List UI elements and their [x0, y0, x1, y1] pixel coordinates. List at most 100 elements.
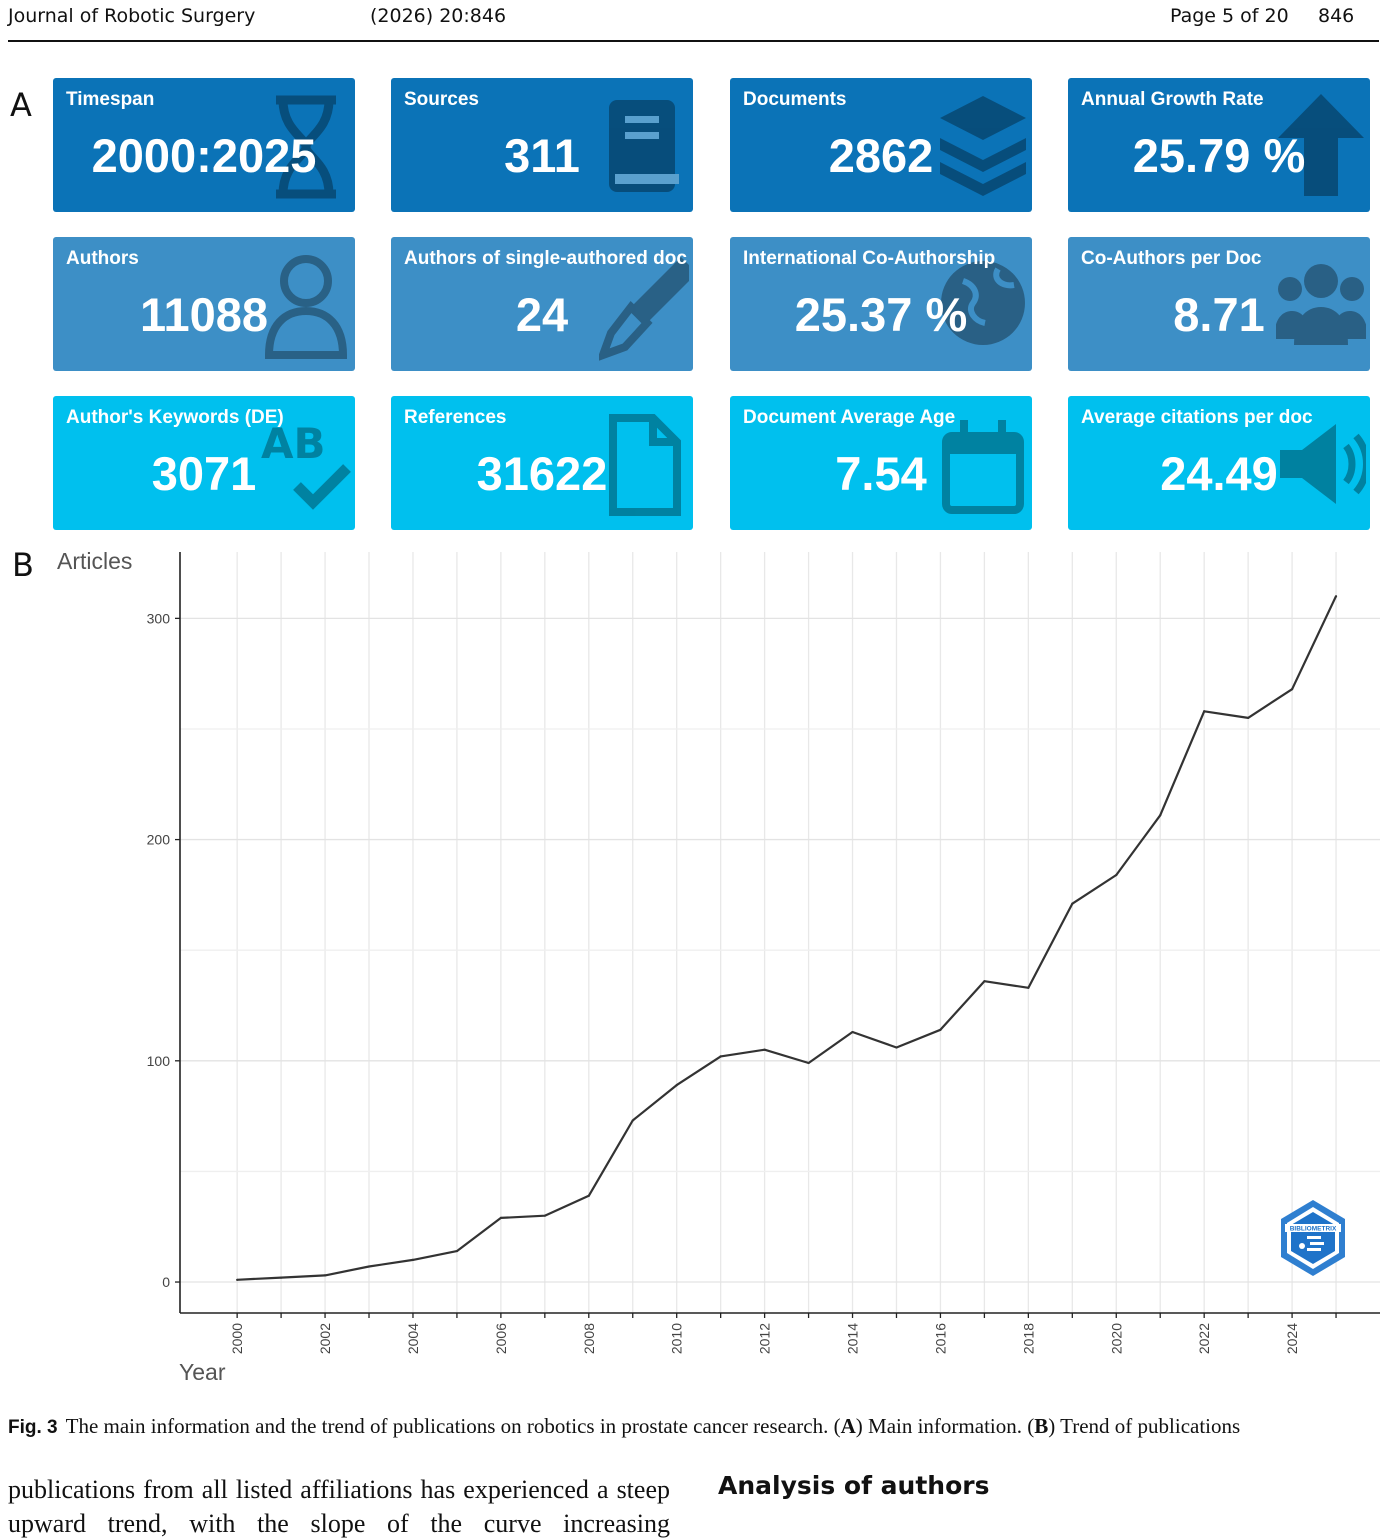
info-card: Document Average Age 7.54	[730, 396, 1032, 530]
info-card: AB Author's Keywords (DE) 3071	[53, 396, 355, 530]
x-tick-label: 2024	[1284, 1323, 1300, 1354]
caption-text-3: ) Trend of publications	[1048, 1414, 1241, 1438]
data-point	[1115, 873, 1118, 877]
card-label: Sources	[404, 89, 479, 110]
data-point	[631, 1119, 634, 1122]
file-icon	[599, 410, 689, 520]
info-card: Timespan 2000:2025	[53, 78, 355, 212]
caption-text-2: ) Main information. (	[855, 1414, 1035, 1438]
data-point	[939, 1028, 942, 1031]
figure-label: Fig. 3	[8, 1417, 58, 1438]
data-point	[1071, 902, 1074, 905]
pen-nib-icon	[596, 251, 693, 362]
card-value: 2000:2025	[91, 129, 317, 182]
data-point	[763, 1048, 766, 1051]
x-tick-label: 2010	[669, 1323, 685, 1354]
users-icon	[1274, 251, 1368, 361]
info-card: International Co-Authorship 25.37 %	[730, 237, 1032, 371]
card-label: Average citations per doc	[1081, 407, 1313, 428]
y-tick-label: 300	[147, 610, 171, 626]
y-axis-title: Articles	[57, 548, 132, 574]
x-tick-label: 2006	[493, 1323, 509, 1354]
info-card: Documents 2862	[730, 78, 1032, 212]
data-point	[851, 1030, 854, 1034]
card-label: Co-Authors per Doc	[1081, 248, 1262, 269]
card-value: 11088	[139, 288, 269, 341]
card-value: 2862	[828, 129, 934, 182]
card-label: Authors of single-authored doc	[404, 248, 687, 269]
caption-ref-b: B	[1034, 1414, 1049, 1438]
data-point	[587, 1194, 590, 1197]
caption-text-1: The main information and the trend of pu…	[65, 1414, 841, 1438]
x-tick-label: 2016	[932, 1323, 948, 1354]
data-point	[411, 1258, 415, 1262]
card-value: 24.49	[1160, 447, 1278, 500]
publication-trend-chart: 0 100 200 300 2000 2002 2004 2006 2008 2010 2012 20…	[0, 540, 1387, 1400]
info-card: References 31622	[391, 396, 693, 530]
layers-icon	[938, 92, 1028, 202]
data-point	[1334, 595, 1338, 598]
card-value: 31622	[476, 447, 608, 500]
data-point	[1203, 710, 1206, 713]
data-point	[455, 1249, 459, 1253]
card-label: Documents	[743, 89, 847, 110]
card-label: Authors	[66, 248, 139, 269]
article-number: 846	[1318, 5, 1355, 27]
body-paragraph: publications from all listed affiliation…	[8, 1475, 670, 1538]
citation: (2026) 20:846	[370, 5, 507, 27]
card-value: 24	[515, 288, 569, 341]
info-card: Sources 311	[391, 78, 693, 212]
card-label: References	[404, 407, 507, 428]
data-point	[895, 1046, 898, 1049]
series-line	[237, 595, 1337, 1281]
chart-svg: 0 100 200 300 2000 2002 2004 2006 2008 2010 2012 20…	[57, 548, 1380, 1385]
card-value: 25.79 %	[1132, 129, 1306, 182]
data-point	[323, 1274, 327, 1277]
y-tick-label: 200	[147, 832, 171, 848]
x-tick-label: 2012	[757, 1323, 773, 1354]
x-tick-label: 2002	[317, 1323, 333, 1354]
info-card: Annual Growth Rate 25.79 %	[1068, 78, 1370, 212]
data-point	[807, 1061, 810, 1065]
logo-text: BIBLIOMETRIX	[1290, 1226, 1337, 1233]
info-card: Authors 11088	[53, 237, 355, 371]
y-tick-label: 0	[162, 1274, 170, 1290]
x-tick-label: 2020	[1108, 1323, 1124, 1354]
globe-icon	[938, 251, 1028, 361]
spell-check-icon: AB	[261, 410, 351, 520]
figure-caption: Fig. 3 The main information and the trend…	[8, 1414, 1383, 1439]
hourglass-icon	[261, 92, 351, 202]
x-tick-label: 2022	[1196, 1323, 1212, 1354]
chart-grid	[180, 552, 1380, 1313]
info-card: Average citations per doc 24.49	[1068, 396, 1370, 530]
chart-data-layer	[236, 595, 1338, 1281]
data-point	[1247, 716, 1250, 720]
x-tick-label: 2018	[1020, 1323, 1036, 1354]
calendar-icon	[938, 410, 1028, 520]
bibliometrix-logo: BIBLIOMETRIX	[1281, 1200, 1345, 1276]
data-point	[499, 1216, 502, 1219]
data-point	[1159, 814, 1162, 817]
journal-name: Journal of Robotic Surgery	[8, 5, 256, 27]
card-value: 8.71	[1173, 288, 1265, 341]
card-label: Annual Growth Rate	[1081, 89, 1264, 110]
data-point	[236, 1278, 239, 1281]
card-value: 25.37 %	[794, 288, 968, 341]
arrow-up-icon	[1276, 92, 1366, 202]
svg-text:AB: AB	[261, 419, 326, 468]
running-header: Journal of Robotic Surgery (2026) 20:846…	[8, 5, 1379, 31]
chart-axes: 0 100 200 300 2000 2002 2004 2006 2008 2010 2012 20…	[147, 552, 1380, 1354]
x-tick-label: 2004	[405, 1323, 421, 1354]
card-value: 3071	[151, 447, 257, 500]
x-tick-label: 2014	[845, 1323, 861, 1354]
info-card: Co-Authors per Doc 8.71	[1068, 237, 1370, 371]
data-point	[1027, 986, 1030, 989]
card-value: 7.54	[835, 447, 927, 500]
header-rule	[8, 40, 1379, 42]
card-label: International Co-Authorship	[743, 248, 996, 269]
caption-ref-a: A	[840, 1414, 856, 1438]
data-point	[543, 1214, 546, 1217]
card-label: Timespan	[66, 89, 155, 110]
book-icon	[599, 92, 689, 202]
data-point	[675, 1084, 678, 1087]
